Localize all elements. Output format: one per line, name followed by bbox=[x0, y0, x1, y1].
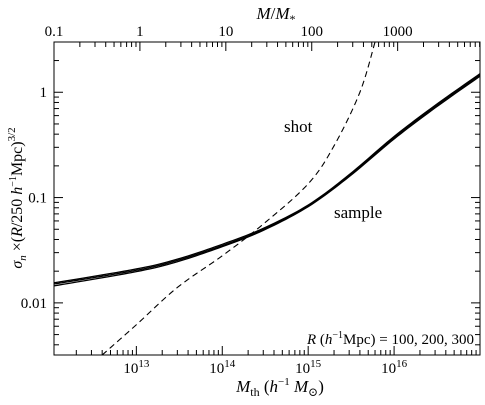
sample-variance-curve bbox=[54, 74, 480, 285]
y-axis-title: σn ×(R/250 h−1Mpc)3/2 bbox=[6, 127, 29, 268]
top-tick-label: 0.1 bbox=[45, 24, 64, 40]
y-tick-label: 0.01 bbox=[21, 296, 47, 312]
ticks-layer: 1013 1014 1015 1016 0.1 1 10 100 1000 0.01 0.1 1 bbox=[21, 24, 481, 377]
svg-text:σn ×(R/250 h−1Mpc)3/2: σn ×(R/250 h−1Mpc)3/2 bbox=[6, 127, 29, 268]
top-axis-title: M/M* bbox=[255, 4, 295, 26]
y-tick-label: 1 bbox=[40, 85, 48, 101]
radius-note: R (h−1Mpc) = 100, 200, 300 bbox=[306, 330, 474, 348]
y-tick-label: 0.1 bbox=[28, 191, 47, 207]
sample-variance-curve bbox=[54, 73, 480, 284]
svg-text:Mth (h−1 M⊙): Mth (h−1 M⊙) bbox=[235, 376, 324, 399]
x-axis-title: Mth (h−1 M⊙) bbox=[235, 376, 324, 399]
top-tick-label: 100 bbox=[300, 24, 323, 40]
x-tick-label: 1013 bbox=[123, 358, 150, 377]
x-tick-label: 1014 bbox=[209, 358, 236, 377]
sample-label: sample bbox=[334, 203, 382, 222]
x-tick-label: 1015 bbox=[295, 358, 322, 377]
shot-label: shot bbox=[284, 117, 313, 136]
svg-text:M/M*: M/M* bbox=[255, 4, 295, 26]
top-tick-label: 1000 bbox=[383, 24, 413, 40]
top-tick-label: 1 bbox=[136, 24, 144, 40]
x-tick-label: 1016 bbox=[381, 358, 408, 377]
shot-noise-curve bbox=[101, 42, 376, 355]
plot-frame bbox=[53, 41, 481, 356]
sample-variance-curve bbox=[54, 75, 480, 287]
svg-text:R (h−1Mpc) = 100, 200, 300: R (h−1Mpc) = 100, 200, 300 bbox=[306, 330, 474, 348]
curves-layer bbox=[54, 42, 480, 355]
top-tick-label: 10 bbox=[218, 24, 233, 40]
